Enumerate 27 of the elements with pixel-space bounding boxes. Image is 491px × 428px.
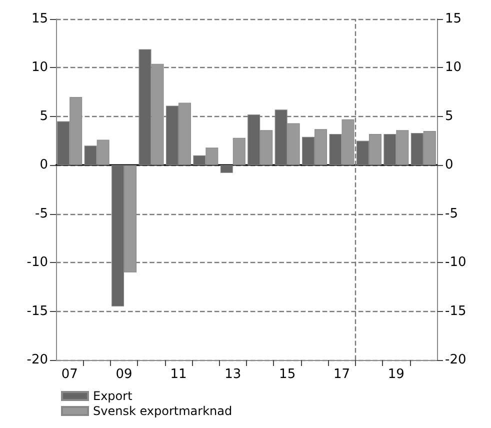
y2-tick-label: 10 — [445, 60, 462, 76]
x-tick-label: 07 — [61, 367, 78, 382]
y2-tick-label: -5 — [445, 206, 458, 222]
bar — [220, 165, 233, 173]
x-tick-label: 09 — [116, 367, 132, 382]
y2-tick-label: -20 — [445, 352, 466, 368]
y-tick-label: -20 — [26, 352, 48, 368]
x-tick-label: 11 — [170, 367, 187, 382]
y2-tick-label: 15 — [445, 12, 462, 26]
legend-label: Svensk exportmarknad — [93, 404, 232, 418]
y-tick-label: 5 — [40, 108, 48, 124]
x-tick-label: 13 — [224, 367, 242, 382]
y2-tick-label: 5 — [445, 108, 454, 124]
x-tick-label: 19 — [388, 367, 404, 382]
y2-tick-label: -10 — [445, 255, 466, 270]
y2-tick-label: -15 — [445, 304, 466, 319]
y2-tick-label: 0 — [445, 158, 454, 173]
y-tick-label: 0 — [40, 158, 48, 173]
bar — [232, 138, 246, 166]
y-tick-label: -15 — [26, 304, 48, 319]
y-tick-label: -10 — [26, 255, 48, 270]
x-tick-label: 17 — [333, 367, 350, 382]
y-tick-label: 15 — [31, 12, 48, 26]
y-tick-label: 10 — [31, 60, 48, 76]
y-tick-label: -5 — [35, 206, 48, 222]
legend-label: Export — [93, 389, 133, 403]
x-tick-label: 15 — [279, 367, 296, 382]
